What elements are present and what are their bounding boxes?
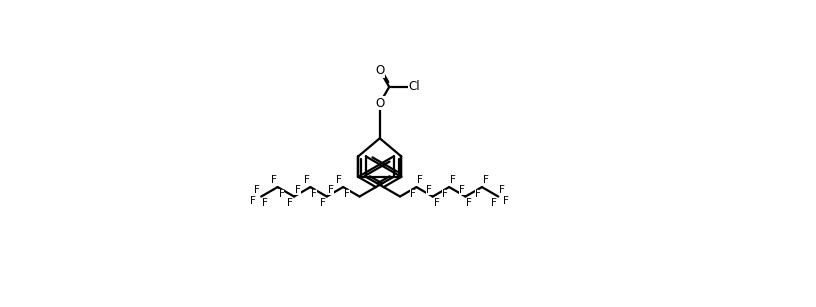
Text: F: F — [287, 198, 293, 208]
Text: F: F — [328, 185, 334, 195]
Text: F: F — [278, 189, 285, 199]
Text: F: F — [491, 198, 498, 208]
Text: F: F — [503, 196, 509, 206]
Text: F: F — [450, 175, 456, 185]
Text: F: F — [467, 198, 472, 208]
Text: F: F — [304, 175, 309, 185]
Text: F: F — [442, 189, 448, 199]
Text: O: O — [375, 97, 384, 110]
Text: F: F — [262, 198, 268, 208]
Text: F: F — [475, 189, 481, 199]
Text: F: F — [311, 189, 317, 199]
Text: F: F — [433, 198, 440, 208]
Text: F: F — [295, 185, 301, 195]
Text: F: F — [410, 189, 415, 199]
Text: F: F — [251, 196, 256, 206]
Text: F: F — [483, 175, 489, 185]
Text: F: F — [255, 185, 260, 195]
Text: F: F — [417, 175, 424, 185]
Text: F: F — [344, 189, 350, 199]
Text: F: F — [271, 175, 277, 185]
Text: F: F — [499, 185, 505, 195]
Text: O: O — [375, 64, 384, 77]
Text: F: F — [426, 185, 432, 195]
Text: F: F — [336, 175, 342, 185]
Text: F: F — [459, 185, 464, 195]
Text: Cl: Cl — [408, 80, 419, 93]
Text: F: F — [320, 198, 326, 208]
